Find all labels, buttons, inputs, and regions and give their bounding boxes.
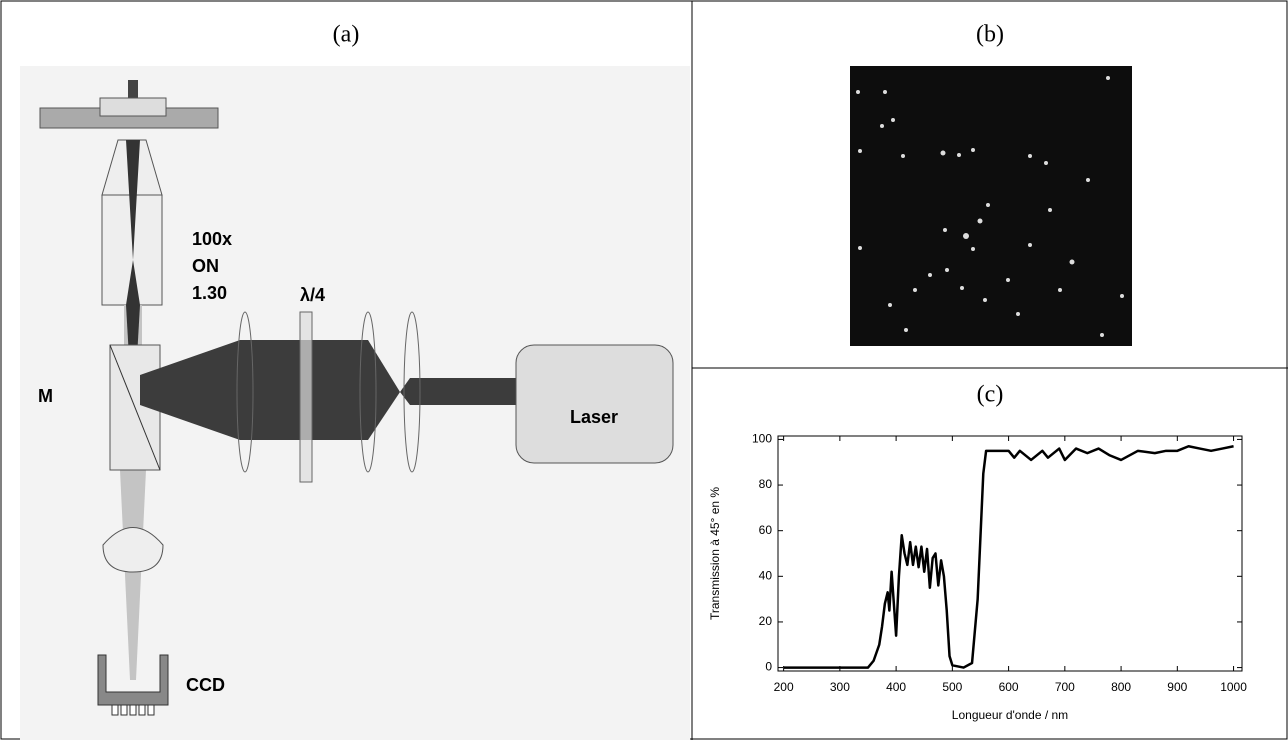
x-tick-label: 1000 <box>1220 680 1247 694</box>
x-tick-label: 700 <box>1055 680 1075 694</box>
setup-diagram <box>20 66 690 740</box>
plot-frame <box>777 435 1243 672</box>
x-axis-label: Longueur d'onde / nm <box>952 708 1068 722</box>
panel-label: (b) <box>976 22 1004 48</box>
x-tick-label: 600 <box>999 680 1019 694</box>
mirror-label: M <box>38 386 53 406</box>
y-tick-label: 0 <box>765 660 772 674</box>
y-tick-label: 80 <box>759 477 773 491</box>
microscope-image <box>850 66 1132 346</box>
objective-label: ON <box>192 256 219 276</box>
x-tick-label: 300 <box>830 680 850 694</box>
x-tick-label: 900 <box>1167 680 1187 694</box>
laser-label: Laser <box>570 407 618 427</box>
waveplate-label: λ/4 <box>300 285 325 305</box>
panel-label: (c) <box>977 382 1004 408</box>
data-line <box>783 445 1234 669</box>
objective-label: 1.30 <box>192 283 227 303</box>
x-tick-label: 800 <box>1111 680 1131 694</box>
x-tick-label: 400 <box>886 680 906 694</box>
y-axis-label: Transmission à 45° en % <box>708 487 722 620</box>
y-tick-label: 20 <box>759 614 773 628</box>
y-tick-label: 60 <box>759 523 773 537</box>
transmission-chart: 200 300 400 500 600 700 800 900 1000 0 20 40 60 80 100… <box>708 432 1247 723</box>
y-tick-label: 100 <box>752 432 772 446</box>
y-tick-label: 40 <box>759 568 773 582</box>
panel-label: (a) <box>333 22 360 48</box>
camera-label: CCD <box>186 675 225 695</box>
objective-label: 100x <box>192 229 232 249</box>
x-tick-label: 200 <box>774 680 794 694</box>
x-tick-label: 500 <box>942 680 962 694</box>
